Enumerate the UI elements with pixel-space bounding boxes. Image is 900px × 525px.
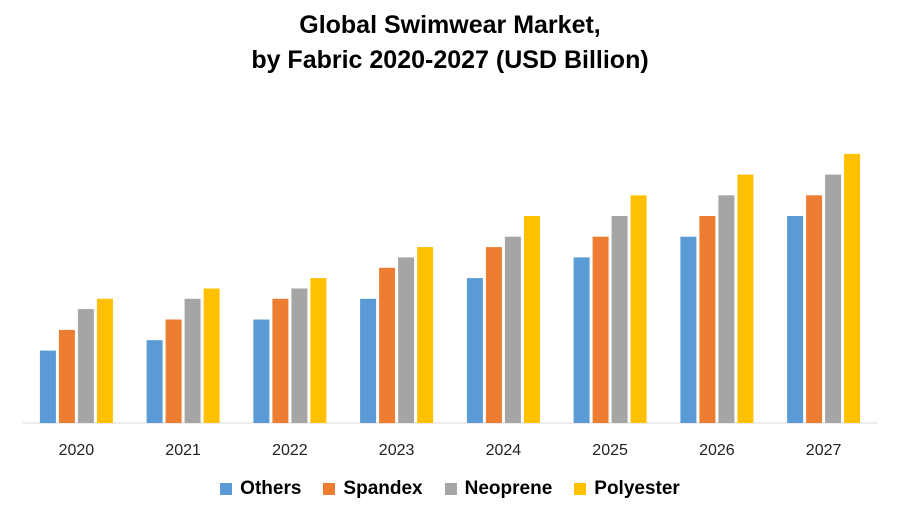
bar-neoprene-2023: [398, 257, 415, 423]
legend-swatch-neoprene: [444, 483, 457, 495]
bar-polyester-2024: [523, 216, 540, 423]
x-tick-label-2023: 2023: [379, 442, 415, 459]
bar-neoprene-2022: [291, 288, 308, 423]
legend-label-polyester: Polyester: [594, 478, 680, 499]
bar-others-2027: [787, 216, 804, 423]
legend-swatch-spandex: [323, 483, 336, 495]
x-tick-label-2025: 2025: [592, 442, 628, 459]
chart-title: Global Swimwear Market, by Fabric 2020-2…: [0, 8, 900, 78]
x-tick-label-2026: 2026: [699, 442, 735, 459]
legend-label-spandex: Spandex: [343, 478, 423, 499]
bar-others-2022: [253, 319, 270, 423]
bar-polyester-2026: [737, 174, 754, 423]
bar-neoprene-2024: [504, 236, 521, 423]
bar-others-2020: [39, 350, 56, 424]
x-tick-label-2022: 2022: [272, 442, 308, 459]
legend-item-polyester: Polyester: [574, 478, 680, 500]
legend-label-neoprene: Neoprene: [464, 478, 553, 499]
bar-neoprene-2026: [718, 195, 735, 423]
chart-title-line-1: Global Swimwear Market,: [299, 11, 601, 39]
legend: Others Spandex Neoprene Polyester: [0, 478, 900, 500]
legend-label-others: Others: [240, 478, 302, 499]
bar-spandex-2020: [58, 329, 75, 423]
bar-others-2024: [466, 278, 483, 423]
bar-spandex-2025: [592, 236, 609, 423]
bar-spandex-2021: [165, 319, 182, 423]
legend-swatch-others: [220, 483, 233, 495]
chart-title-line-2: by Fabric 2020-2027 (USD Billion): [251, 46, 649, 74]
legend-item-neoprene: Neoprene: [444, 478, 553, 500]
bar-polyester-2020: [96, 298, 113, 423]
bar-polyester-2025: [630, 195, 647, 423]
legend-swatch-polyester: [574, 483, 587, 495]
bar-spandex-2023: [379, 267, 396, 424]
bar-spandex-2022: [272, 298, 289, 423]
bar-spandex-2026: [699, 216, 716, 423]
bar-others-2021: [146, 340, 163, 423]
bar-neoprene-2025: [611, 216, 628, 423]
bar-polyester-2023: [417, 247, 434, 423]
bar-others-2025: [573, 257, 590, 423]
x-tick-label-2021: 2021: [165, 442, 201, 459]
x-tick-label-2027: 2027: [806, 442, 842, 459]
legend-item-spandex: Spandex: [323, 478, 423, 500]
bar-neoprene-2027: [825, 174, 842, 423]
bar-spandex-2024: [485, 247, 502, 423]
bar-others-2026: [680, 236, 697, 423]
bar-neoprene-2021: [184, 298, 201, 423]
bar-spandex-2027: [806, 195, 823, 423]
x-tick-label-2020: 2020: [59, 442, 95, 459]
bar-polyester-2022: [310, 278, 327, 423]
legend-item-others: Others: [220, 478, 301, 500]
x-tick-label-2024: 2024: [486, 442, 522, 459]
bar-polyester-2021: [203, 288, 220, 423]
bar-neoprene-2020: [77, 309, 94, 423]
bar-polyester-2027: [844, 153, 861, 423]
bar-others-2023: [360, 298, 377, 423]
